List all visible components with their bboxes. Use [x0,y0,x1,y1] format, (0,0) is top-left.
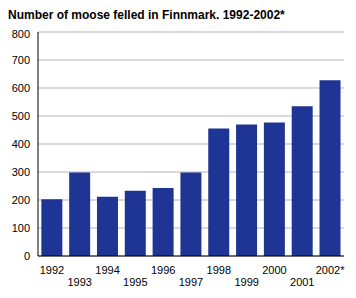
svg-text:2000: 2000 [262,264,286,276]
svg-text:1992: 1992 [40,264,64,276]
svg-text:800: 800 [12,28,30,40]
svg-text:1993: 1993 [67,276,91,288]
svg-text:1999: 1999 [234,276,258,288]
svg-text:700: 700 [12,54,30,66]
svg-text:100: 100 [12,222,30,234]
svg-text:600: 600 [12,82,30,94]
svg-text:0: 0 [24,250,30,262]
svg-text:2001: 2001 [290,276,314,288]
svg-text:1998: 1998 [207,264,231,276]
svg-text:300: 300 [12,166,30,178]
svg-text:200: 200 [12,194,30,206]
svg-text:500: 500 [12,110,30,122]
svg-text:400: 400 [12,138,30,150]
svg-text:1994: 1994 [95,264,119,276]
svg-text:1997: 1997 [179,276,203,288]
html-text:Number of moose felled in Finn: Number of moose felled in Finnmark. 1992… [8,8,285,22]
svg-text:1996: 1996 [151,264,175,276]
svg-text:1995: 1995 [123,276,147,288]
svg-text:2002*: 2002* [316,264,345,276]
